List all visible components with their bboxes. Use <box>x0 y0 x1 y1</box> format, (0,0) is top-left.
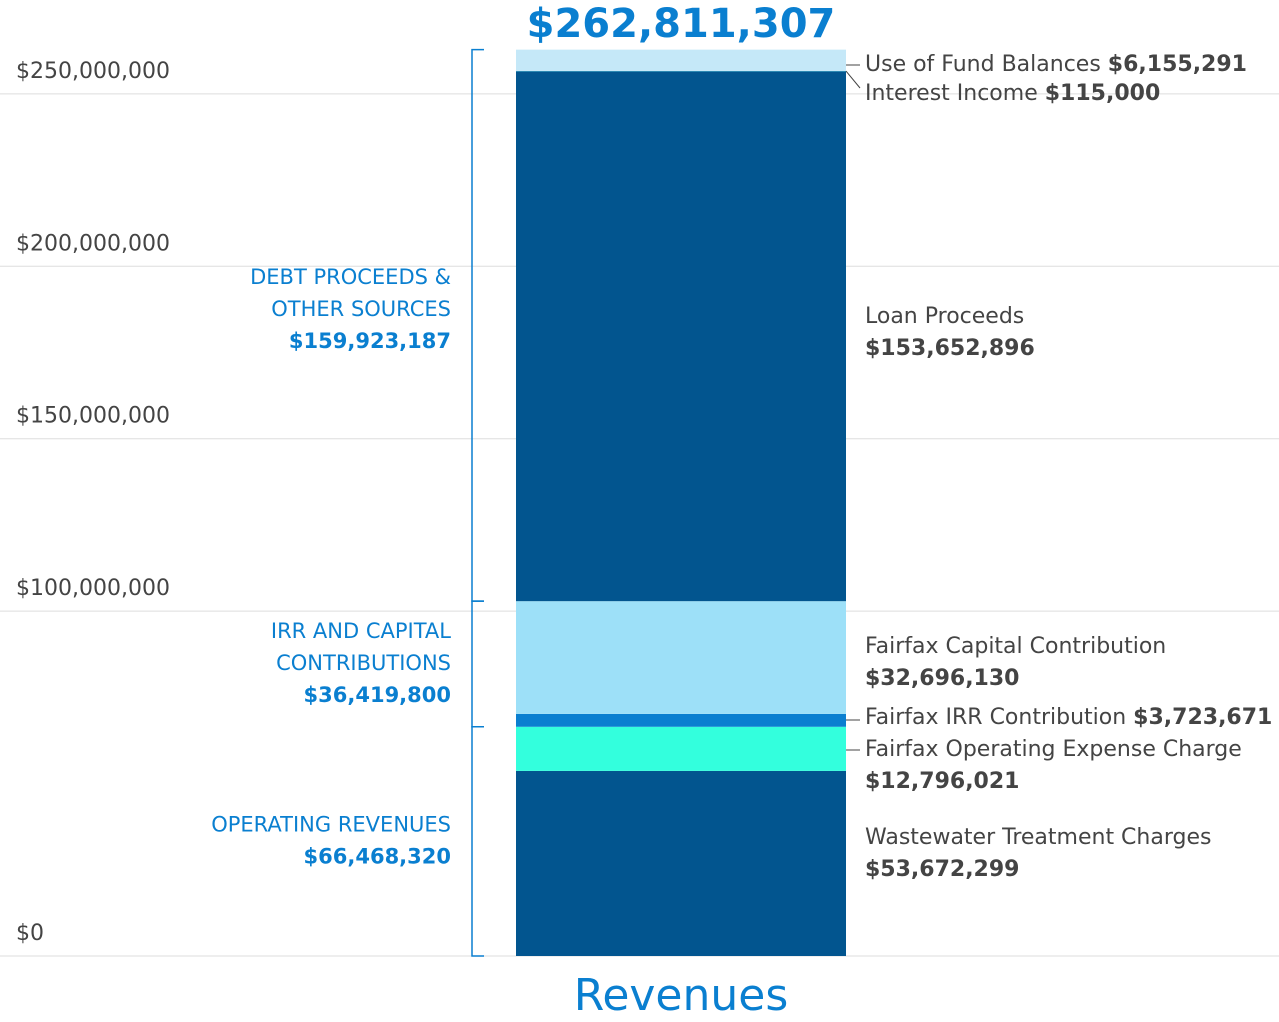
group-name: CONTRIBUTIONS <box>276 651 451 675</box>
segment-label: Interest Income $115,000 <box>865 81 1160 106</box>
group-value: $159,923,187 <box>289 329 451 353</box>
group-name: IRR AND CAPITAL <box>271 619 451 643</box>
segment-value: $53,672,299 <box>865 857 1019 882</box>
segment-name: Fairfax IRR Contribution <box>865 705 1126 730</box>
group-value: $66,468,320 <box>304 844 451 868</box>
bar-segment <box>516 71 846 602</box>
segment-name: Use of Fund Balances <box>865 52 1101 77</box>
bar-segment <box>516 726 846 771</box>
segment-name: Wastewater Treatment Charges <box>865 825 1211 850</box>
y-tick-label: $0 <box>16 921 44 946</box>
group-bracket <box>471 48 484 602</box>
bar-segment <box>516 713 846 727</box>
bar-segment <box>516 49 846 71</box>
y-tick-label: $150,000,000 <box>16 404 170 429</box>
y-tick-label: $100,000,000 <box>16 576 170 601</box>
category-label: Revenues <box>574 970 789 1021</box>
segment-value: $153,652,896 <box>865 336 1035 361</box>
segment-label: Fairfax IRR Contribution $3,723,671 <box>865 705 1272 730</box>
bar-segment <box>516 770 846 956</box>
group-value: $36,419,800 <box>304 683 451 707</box>
group-name: DEBT PROCEEDS & <box>250 265 451 289</box>
total-label: $262,811,307 <box>527 1 836 47</box>
group-name: OTHER SOURCES <box>271 297 451 321</box>
group-name: OPERATING REVENUES <box>211 812 451 836</box>
y-tick-label: $250,000,000 <box>16 59 170 84</box>
segment-value: $32,696,130 <box>865 666 1019 691</box>
group-bracket <box>471 726 484 957</box>
group-bracket <box>471 600 484 728</box>
segment-name: Interest Income <box>865 81 1038 106</box>
segment-label: Use of Fund Balances $6,155,291 <box>865 52 1247 77</box>
segment-value: $3,723,671 <box>1133 705 1272 730</box>
segment-value: $115,000 <box>1045 81 1161 106</box>
bar-segment <box>516 601 846 714</box>
segment-value: $12,796,021 <box>865 769 1019 794</box>
y-tick-label: $200,000,000 <box>16 231 170 256</box>
segment-name: Fairfax Capital Contribution <box>865 634 1166 659</box>
segment-name: Loan Proceeds <box>865 304 1024 329</box>
segment-value: $6,155,291 <box>1108 52 1247 77</box>
segment-name: Fairfax Operating Expense Charge <box>865 737 1242 762</box>
connector <box>845 70 861 89</box>
